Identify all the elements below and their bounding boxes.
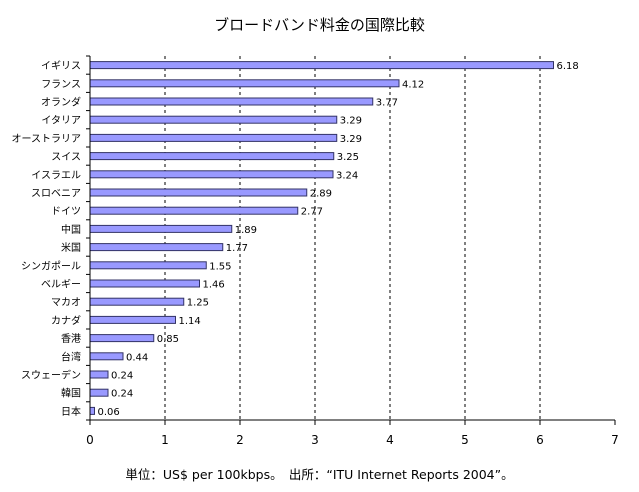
value-label: 3.24 [336, 170, 358, 181]
category-label: イギリス [41, 60, 81, 72]
value-label: 0.85 [157, 334, 179, 345]
category-label: オランダ [41, 96, 81, 109]
bar [89, 261, 207, 270]
category-label: イタリア [41, 115, 81, 127]
value-label: 3.29 [340, 116, 362, 127]
category-label: スウェーデン [21, 369, 81, 382]
bar [89, 115, 338, 124]
bar [89, 170, 334, 179]
category-label: ベルギー [41, 279, 81, 291]
category-label: イスラエル [31, 169, 81, 181]
category-label: 米国 [61, 241, 81, 254]
value-label: 1.89 [235, 225, 257, 236]
bar [89, 97, 374, 106]
category-label: スロベニア [31, 188, 81, 200]
x-tick-label: 1 [161, 433, 169, 447]
bar [89, 315, 176, 324]
x-tick-label: 4 [386, 433, 394, 447]
value-label: 1.25 [187, 298, 209, 309]
bar [89, 297, 185, 306]
value-label: 0.24 [111, 371, 133, 382]
value-label: 3.77 [376, 98, 398, 109]
category-label: 日本 [61, 405, 81, 418]
category-label: スイス [51, 152, 81, 163]
gridlines [164, 56, 541, 420]
bar [89, 224, 233, 233]
category-label: 台湾 [61, 350, 81, 363]
value-label: 0.44 [126, 352, 148, 363]
value-label: 3.25 [337, 152, 359, 163]
category-label: 香港 [61, 333, 81, 345]
value-label: 1.46 [203, 280, 225, 291]
value-label: 1.55 [209, 261, 231, 272]
x-tick-label: 0 [86, 433, 94, 447]
value-label: 0.24 [111, 389, 133, 400]
bar [89, 79, 400, 88]
bar [89, 370, 109, 379]
category-label: マカオ [51, 297, 81, 309]
bar [89, 334, 155, 343]
bars [89, 61, 554, 415]
bar [89, 152, 335, 161]
category-label: 韓国 [61, 388, 81, 400]
x-tick-label: 6 [536, 433, 544, 447]
bar [89, 206, 299, 215]
value-label: 2.89 [310, 189, 332, 200]
labels: 0 1 2 3 4 5 6 7 イギリス 6.18 フランス 4.12 オランダ 3.77 イタリア 3.29… [12, 60, 619, 447]
bar [89, 61, 554, 70]
value-label: 4.12 [402, 79, 424, 90]
bar [89, 352, 124, 361]
value-label: 6.18 [557, 61, 579, 72]
value-label: 3.29 [340, 134, 362, 145]
axes [86, 55, 616, 425]
bar [89, 279, 200, 288]
category-label: 中国 [61, 223, 81, 236]
category-label: フランス [41, 78, 81, 90]
chart-title: ブロードバンド料金の国際比較 [214, 16, 425, 34]
chart-footnote: 単位：US$ per 100kbps。 出所：“ITU Internet Rep… [125, 467, 514, 482]
value-label: 1.14 [179, 316, 201, 327]
bar [89, 188, 308, 197]
bar [89, 243, 224, 252]
x-tick-label: 7 [611, 433, 619, 447]
x-tick-label: 2 [236, 433, 244, 447]
bar [89, 133, 338, 142]
x-tick-label: 3 [311, 433, 319, 447]
category-label: オーストラリア [12, 133, 82, 145]
value-label: 0.06 [98, 407, 120, 418]
value-label: 1.77 [226, 243, 248, 254]
category-label: ドイツ [51, 207, 81, 218]
category-label: カナダ [51, 314, 81, 327]
x-tick-label: 5 [461, 433, 469, 447]
bar [89, 406, 95, 415]
value-label: 2.77 [301, 207, 323, 218]
bar [89, 388, 109, 397]
category-label: シンガポール [21, 260, 81, 272]
